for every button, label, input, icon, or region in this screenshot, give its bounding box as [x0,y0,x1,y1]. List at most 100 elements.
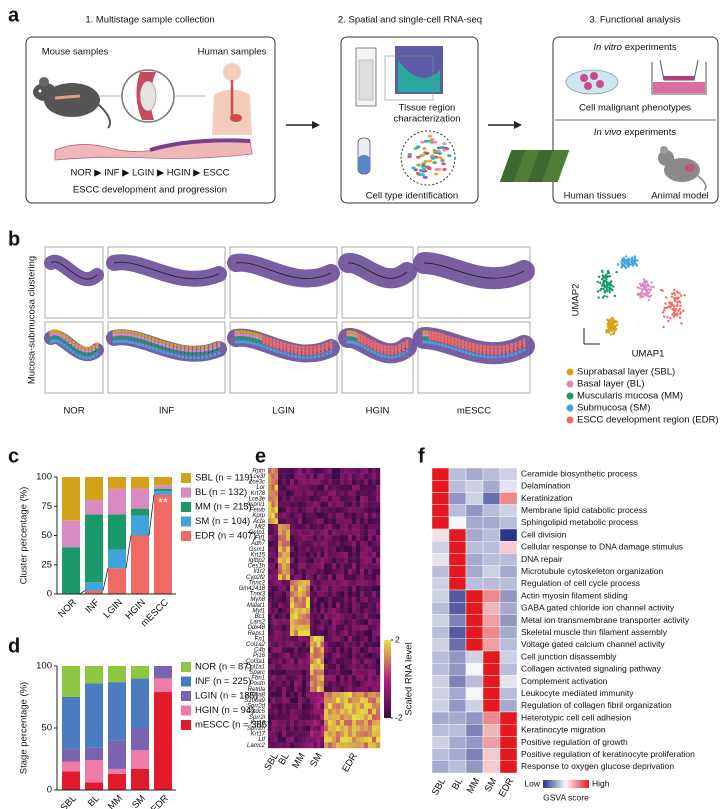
heatmap-texture [328,602,333,609]
caption: experiments [625,42,677,53]
spot [405,339,409,343]
bar-segment [85,590,103,594]
spot [259,344,263,348]
heatmap-texture [324,686,329,693]
heatmap-texture [376,725,381,732]
heatmap-texture [298,736,303,743]
heatmap-texture [268,568,272,575]
x-tick-label: NOR [56,597,79,620]
heatmap-texture [364,518,369,525]
heatmap-texture [336,736,341,743]
spot [360,337,364,341]
panel-b: b Mucosa-submucosa clustering UMAP1 UMAP… [8,228,719,425]
heatmap-texture [344,675,349,681]
heatmap-texture [336,518,341,525]
heatmap-texture [360,630,365,637]
heatmap-texture [268,484,272,491]
heatmap-texture [372,613,377,620]
spot [240,336,244,340]
heatmap-texture [332,468,337,474]
heatmap-texture [271,664,275,670]
heatmap-texture [340,529,345,536]
umap-point [641,291,644,294]
heatmap-texture [332,540,337,547]
heatmap-texture [372,630,377,637]
spot [184,345,189,349]
heatmap-texture [310,619,314,625]
heatmap-texture [317,535,321,541]
spot [91,344,96,349]
heatmap-texture [332,664,337,670]
spot [213,352,217,357]
spot [434,341,438,346]
caption: Human samples [198,47,267,58]
heatmap-cell [482,663,501,676]
heatmap-texture [310,501,314,508]
heatmap-texture [278,736,283,743]
heatmap-texture [298,720,303,726]
heatmap-texture [332,484,337,491]
heatmap-texture [274,529,279,536]
spot [112,336,116,340]
heatmap-texture [372,546,377,553]
heatmap-cell [482,711,501,725]
heatmap-texture [294,697,299,704]
spot [428,340,432,345]
heatmap-texture [302,524,307,530]
heatmap-texture [306,585,311,592]
heatmap-texture [306,501,311,508]
heatmap-texture [286,535,291,541]
heatmap-texture [328,596,333,603]
gene-label: Fetub [250,508,266,514]
heatmap-texture [328,697,333,704]
heatmap-texture [328,703,333,709]
spot [112,340,116,344]
heatmap-texture [368,652,373,659]
spot [301,355,305,360]
heatmap-texture [324,708,329,715]
heatmap-texture [344,535,349,541]
heatmap-texture [310,630,314,637]
heatmap-texture [332,613,337,620]
spot [151,340,155,344]
heatmap-texture [278,602,283,609]
spot [518,346,522,350]
heatmap-texture [364,697,369,704]
spot [387,345,391,349]
spot [309,351,313,356]
spot [56,330,61,334]
heatmap-texture [271,708,275,715]
spot [394,348,398,352]
heatmap-cell [431,687,450,700]
heatmap-texture [324,725,329,732]
cell-dot [447,154,452,158]
heatmap-texture [364,624,369,631]
heatmap-texture [328,507,333,513]
heatmap-texture [324,720,329,726]
heatmap-texture [282,546,287,553]
heatmap-texture [310,540,314,547]
heatmap-cell [465,528,484,542]
heatmap-texture [324,524,329,530]
spot [162,343,166,347]
umap-point [612,319,615,322]
spot [354,331,358,335]
heatmap-texture [302,580,307,586]
umap-point [678,316,682,319]
heatmap-texture [372,624,377,631]
heatmap-texture [324,731,329,737]
heatmap-texture [336,708,341,715]
heatmap-texture [324,568,329,575]
spot [283,352,287,356]
heatmap-texture [324,630,329,637]
heatmap-texture [356,636,361,642]
heatmap-texture [274,596,279,603]
heatmap-texture [302,608,307,614]
heatmap-texture [348,529,353,536]
heatmap-texture [328,473,333,480]
heatmap-texture [332,563,337,569]
heatmap-texture [271,652,275,659]
heatmap-cell [465,663,484,676]
heatmap-texture [368,736,373,743]
heatmap-texture [278,652,283,659]
